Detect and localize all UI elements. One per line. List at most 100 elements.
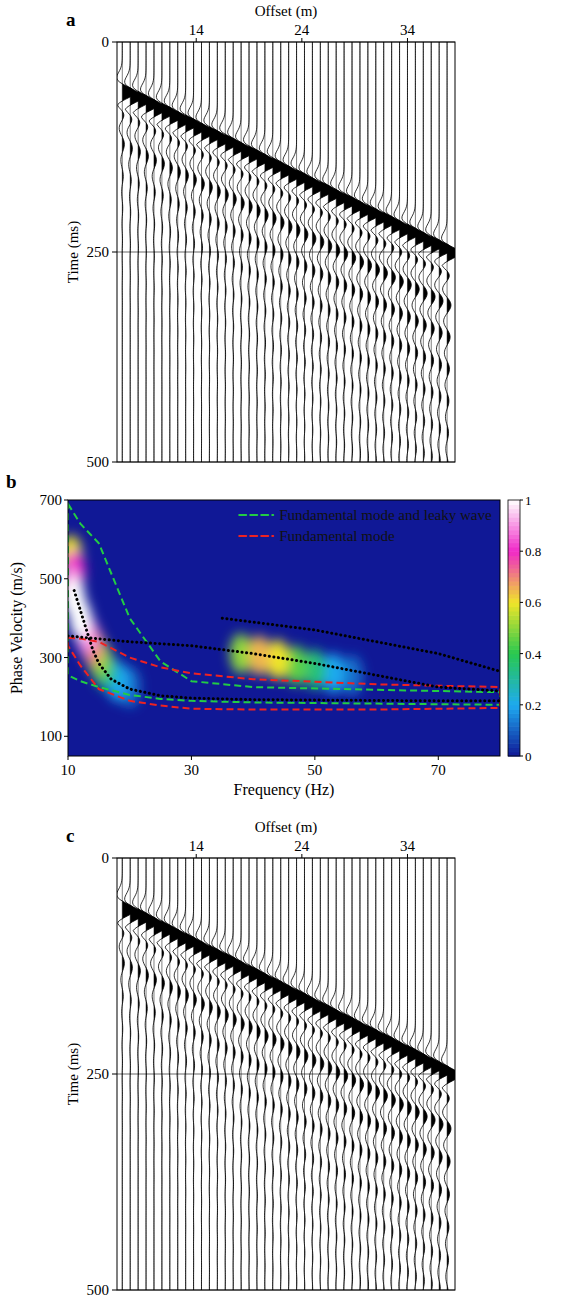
trace-fill <box>376 42 388 462</box>
picked-curve <box>68 636 500 691</box>
trace-wiggle <box>243 858 261 1290</box>
trace-fill <box>297 42 309 462</box>
trace-fill <box>368 42 380 462</box>
x-tick-label: 14 <box>189 838 205 854</box>
trace-wiggle <box>236 42 254 462</box>
dispersion-panel: 10030050070010305070Frequency (Hz)Phase … <box>6 471 542 799</box>
picked-curve <box>74 591 500 701</box>
y-tick <box>112 42 117 43</box>
y-tick <box>112 1290 117 1291</box>
colorbar-tick <box>520 602 523 603</box>
seismogram-panel: 0250500142434Offset (m)Time (ms)c <box>65 819 459 1298</box>
trace-fill <box>209 42 221 462</box>
trace-fill <box>257 42 269 462</box>
colorbar-step <box>508 517 520 522</box>
x-axis-title: Offset (m) <box>255 3 318 20</box>
y-tick-label: 0 <box>102 850 110 866</box>
colorbar-tick <box>520 756 523 757</box>
y-tick-label: 250 <box>87 1066 110 1082</box>
y-tick-label: 500 <box>40 571 63 587</box>
trace-fill <box>344 42 356 462</box>
trace-wiggle <box>243 42 261 462</box>
colorbar-step <box>508 560 520 565</box>
y-tick <box>112 858 117 859</box>
trace-wiggle <box>117 42 135 462</box>
trace-fill <box>344 858 356 1290</box>
y-tick <box>64 500 68 501</box>
trace-wiggle <box>402 858 420 1290</box>
trace-fill <box>225 42 237 462</box>
x-tick-label: 34 <box>400 838 416 854</box>
trace-wiggle <box>164 42 182 462</box>
trace-wiggle <box>220 42 238 462</box>
trace-fill <box>447 42 455 462</box>
colorbar-step <box>508 530 520 535</box>
x-tick <box>301 38 302 42</box>
trace-fill <box>178 858 190 1290</box>
picked-curve <box>222 618 500 671</box>
colorbar-step <box>508 577 520 582</box>
colorbar-tick <box>520 500 523 501</box>
trace-fill <box>368 858 380 1290</box>
colorbar-step <box>508 713 520 718</box>
colorbar-step <box>508 683 520 688</box>
colorbar-step <box>508 735 520 740</box>
trace-fill <box>194 858 206 1290</box>
colorbar-label: 0.2 <box>525 698 541 713</box>
energy-cell <box>285 645 307 685</box>
x-tick <box>407 854 408 858</box>
trace-wiggle <box>180 42 198 462</box>
y-axis-title: Phase Velocity (m/s) <box>8 562 26 694</box>
trace-wiggle <box>164 858 182 1290</box>
colorbar-step <box>508 602 520 607</box>
colorbar-step <box>508 598 520 603</box>
trace-fill <box>217 42 229 462</box>
trace-fill <box>265 42 277 462</box>
trace-fill <box>202 42 214 462</box>
trace-wiggle <box>251 858 269 1290</box>
trace-wiggle <box>251 42 269 462</box>
trace-fill <box>249 858 261 1290</box>
colorbar-step <box>508 594 520 599</box>
trace-fill <box>217 858 229 1290</box>
grid-line <box>117 1074 455 1075</box>
trace-wiggle <box>307 858 325 1290</box>
x-tick <box>196 854 197 858</box>
legend-swatch <box>239 535 273 537</box>
trace-wiggle <box>228 42 246 462</box>
colorbar-step <box>508 543 520 548</box>
x-tick <box>438 756 439 760</box>
colorbar-step <box>508 730 520 735</box>
colorbar-step <box>508 513 520 518</box>
energy-cell <box>69 598 91 638</box>
mode-band <box>68 504 500 705</box>
trace-wiggle <box>188 858 206 1290</box>
trace-wiggle <box>370 858 388 1290</box>
trace-wiggle <box>394 42 412 462</box>
trace-wiggle <box>442 858 455 1290</box>
y-tick <box>112 1074 117 1075</box>
traces <box>117 42 455 462</box>
colorbar-frame <box>508 500 520 756</box>
trace-wiggle <box>156 42 174 462</box>
colorbar-step <box>508 722 520 727</box>
energy-cell <box>267 640 289 680</box>
colorbar-step <box>508 743 520 748</box>
trace-wiggle <box>410 42 428 462</box>
y-axis-title: Time (ms) <box>65 1043 82 1105</box>
x-tick-label: 30 <box>184 762 199 778</box>
colorbar-step <box>508 671 520 676</box>
colorbar-step <box>508 509 520 514</box>
colorbar-step <box>508 747 520 752</box>
legend-label: Fundamental mode <box>279 528 395 544</box>
trace-wiggle <box>188 42 206 462</box>
x-tick-label: 14 <box>189 22 205 38</box>
y-tick-label: 100 <box>40 728 63 744</box>
panel-letter: c <box>66 825 74 846</box>
y-tick <box>112 462 117 463</box>
trace-wiggle <box>204 858 222 1290</box>
colorbar-step <box>508 521 520 526</box>
y-tick <box>64 578 68 579</box>
trace-wiggle <box>204 42 222 462</box>
colorbar-step <box>508 615 520 620</box>
